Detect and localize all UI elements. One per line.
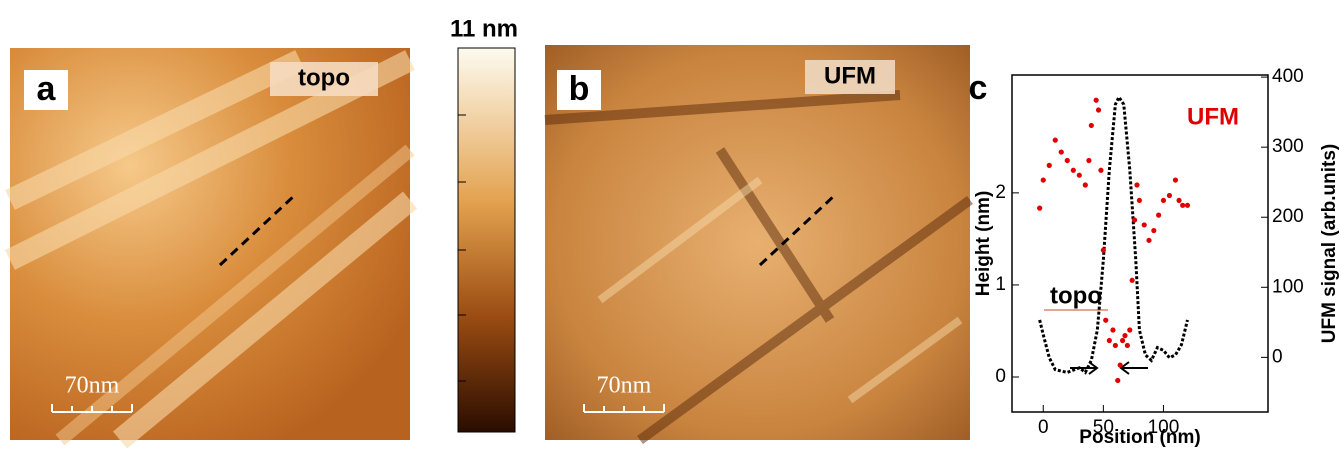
colorbar-label: 11 nm bbox=[450, 15, 518, 42]
y2-tick-label: 300 bbox=[1272, 136, 1304, 157]
series-point bbox=[1083, 182, 1088, 187]
series-point bbox=[1122, 333, 1127, 338]
y-tick-label: 0 bbox=[995, 366, 1006, 387]
series-point bbox=[1047, 163, 1052, 168]
y2-tick-label: 0 bbox=[1272, 346, 1283, 367]
series-point bbox=[1053, 138, 1058, 143]
y-axis-label: Height (nm) bbox=[973, 191, 994, 297]
y2-axis-label: UFM signal (arb.units) bbox=[1319, 144, 1340, 344]
scale-bar-label: 70nm bbox=[597, 373, 652, 399]
scale-bar-label: 70nm bbox=[65, 373, 120, 399]
series-point bbox=[1137, 198, 1142, 203]
series-point bbox=[1130, 278, 1135, 283]
panel-a: a topo 70nm bbox=[10, 48, 410, 440]
series-point bbox=[1115, 378, 1120, 383]
y-tick-label: 1 bbox=[995, 274, 1006, 295]
series-point bbox=[1185, 203, 1190, 208]
series-point bbox=[1059, 149, 1064, 154]
series-point bbox=[1107, 338, 1112, 343]
series-point bbox=[1077, 173, 1082, 178]
series-point bbox=[1096, 107, 1101, 112]
series-point bbox=[1113, 343, 1118, 348]
series-point bbox=[1071, 168, 1076, 173]
series-point bbox=[1176, 198, 1181, 203]
series-point bbox=[1156, 213, 1161, 218]
series-point bbox=[1125, 343, 1130, 348]
colorbar-scale bbox=[458, 48, 515, 432]
series-point bbox=[1094, 98, 1099, 103]
panel-label: b bbox=[569, 70, 590, 108]
series-point bbox=[1098, 168, 1103, 173]
series-point bbox=[1101, 248, 1106, 253]
series-point bbox=[1142, 222, 1147, 227]
tag: UFM bbox=[824, 62, 876, 89]
panel-label: a bbox=[37, 70, 57, 108]
series-point bbox=[1089, 123, 1094, 128]
series-point bbox=[1037, 206, 1042, 211]
series-point bbox=[1132, 217, 1137, 222]
tag: topo bbox=[298, 64, 350, 91]
series-point bbox=[1146, 238, 1151, 243]
series-point bbox=[1173, 177, 1178, 182]
arrow bbox=[1121, 362, 1148, 374]
series-point bbox=[1103, 318, 1108, 323]
annotation: topo bbox=[1050, 282, 1102, 309]
series-point bbox=[1110, 327, 1115, 332]
annotation: UFM bbox=[1187, 103, 1239, 130]
series-point bbox=[1120, 338, 1125, 343]
x-tick-label: 0 bbox=[1038, 417, 1049, 438]
series-point bbox=[1180, 203, 1185, 208]
figure: a topo 70nm 11 nm b UFM 70nm c 050100012… bbox=[0, 0, 1341, 448]
colorbar: 11 nm bbox=[450, 15, 518, 432]
series-point bbox=[1127, 327, 1132, 332]
y2-tick-label: 200 bbox=[1272, 206, 1304, 227]
arrow bbox=[1070, 362, 1097, 374]
y-tick-label: 2 bbox=[995, 182, 1006, 203]
series-point bbox=[1151, 228, 1156, 233]
series-point bbox=[1086, 158, 1091, 163]
y2-tick-label: 400 bbox=[1272, 66, 1304, 87]
panel-label: c bbox=[969, 69, 988, 107]
series-point bbox=[1118, 362, 1123, 367]
y2-tick-label: 100 bbox=[1272, 276, 1304, 297]
series-point bbox=[1041, 177, 1046, 182]
x-axis-label: Position (nm) bbox=[1079, 427, 1200, 448]
series-point bbox=[1167, 193, 1172, 198]
series-point bbox=[1065, 158, 1070, 163]
panel-b: b UFM 70nm bbox=[545, 45, 970, 440]
series-point bbox=[1134, 182, 1139, 187]
series-point bbox=[1161, 198, 1166, 203]
